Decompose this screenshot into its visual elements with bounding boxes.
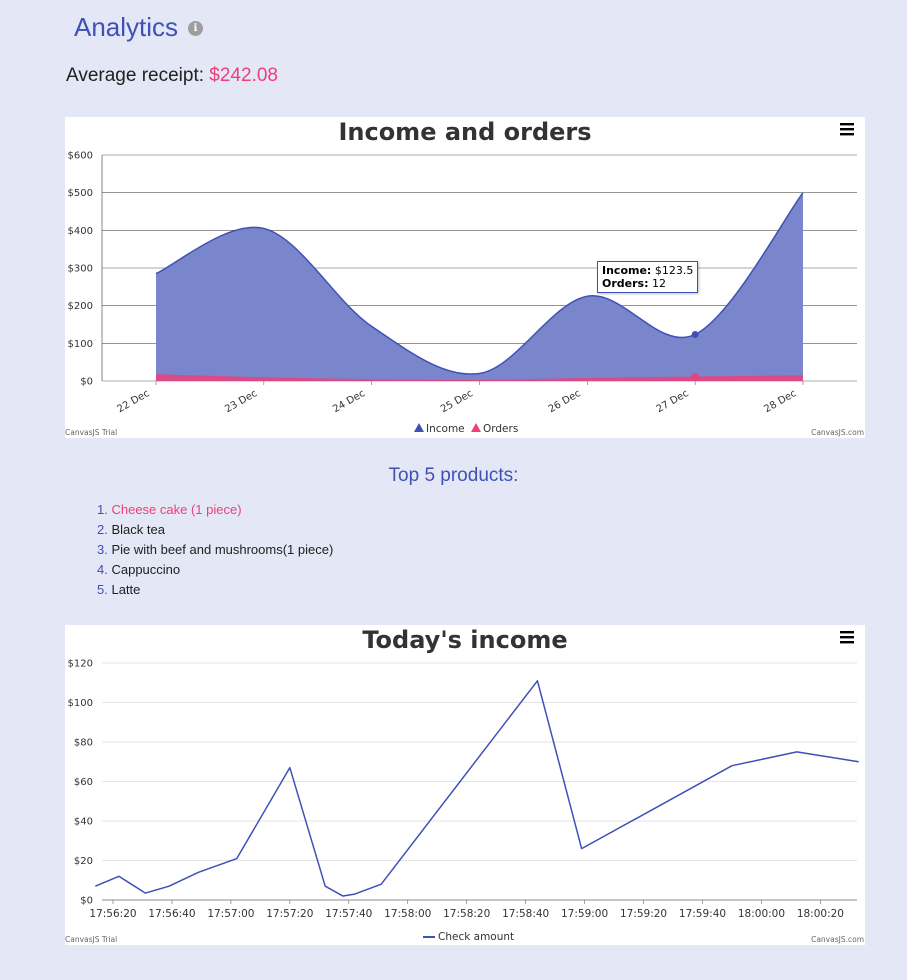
y-tick-label: $20 xyxy=(74,856,93,867)
y-tick-label: $100 xyxy=(68,698,93,709)
y-tick-label: $300 xyxy=(68,264,93,275)
legend-income-label: Income xyxy=(426,423,465,435)
chart-title: Income and orders xyxy=(338,118,591,146)
y-tick-label: $80 xyxy=(74,738,93,749)
product-number: 3. xyxy=(97,542,108,557)
legend-orders-marker xyxy=(471,423,481,432)
income-area xyxy=(156,193,803,381)
y-tick-label: $100 xyxy=(68,339,93,350)
x-tick-label: 24 Dec xyxy=(331,388,367,415)
tooltip-orders-label: Orders: xyxy=(602,277,648,290)
credit-left: CanvasJS Trial xyxy=(65,935,117,944)
credit-right: CanvasJS.com xyxy=(811,935,864,944)
y-tick-label: $120 xyxy=(68,659,93,670)
chart-tooltip: Income: $123.5 Orders: 12 xyxy=(597,261,698,293)
y-tick-label: $200 xyxy=(68,301,93,312)
x-tick-label: 18:00:00 xyxy=(738,908,785,920)
product-number: 2. xyxy=(97,522,108,537)
credit-left: CanvasJS Trial xyxy=(65,428,117,437)
x-tick-label: 17:57:00 xyxy=(207,908,254,920)
product-name: Black tea xyxy=(111,522,164,537)
orders-marker xyxy=(692,373,699,380)
x-tick-label: 17:56:40 xyxy=(148,908,195,920)
hamburger-line xyxy=(840,133,854,135)
product-item[interactable]: 4. Cappuccino xyxy=(97,560,333,580)
top-products-list: 1. Cheese cake (1 piece) 2. Black tea 3.… xyxy=(97,500,333,600)
product-number: 4. xyxy=(97,562,108,577)
y-tick-label: $60 xyxy=(74,777,93,788)
hamburger-line xyxy=(840,123,854,125)
product-name: Latte xyxy=(111,582,140,597)
x-tick-label: 17:57:40 xyxy=(325,908,372,920)
header: Analytics i xyxy=(74,12,203,43)
average-receipt: Average receipt: $242.08 xyxy=(66,65,278,87)
y-tick-label: $500 xyxy=(68,188,93,199)
product-item[interactable]: 3. Pie with beef and mushrooms(1 piece) xyxy=(97,540,333,560)
credit-right: CanvasJS.com xyxy=(811,428,864,437)
income-orders-chart: Income and orders $0 $100 $200 $300 $400 $500 $… xyxy=(65,117,865,438)
page-title: Analytics xyxy=(74,12,178,43)
product-item[interactable]: 2. Black tea xyxy=(97,520,333,540)
chart-title: Today's income xyxy=(362,626,567,654)
x-tick-label: 17:57:20 xyxy=(266,908,313,920)
x-tick-label: 27 Dec xyxy=(655,388,691,415)
product-item[interactable]: 5. Latte xyxy=(97,580,333,600)
legend-check-amount-label: Check amount xyxy=(438,931,514,943)
todays-income-chart: Today's income $0 $20 $40 $60 $80 $100 $120 17:5… xyxy=(65,625,865,945)
y-tick-label: $0 xyxy=(80,896,93,907)
tooltip-income-label: Income: xyxy=(602,264,651,277)
product-name: Pie with beef and mushrooms(1 piece) xyxy=(111,542,333,557)
hamburger-line xyxy=(840,128,854,130)
x-tick-label: 25 Dec xyxy=(439,388,475,415)
y-tick-label: $0 xyxy=(80,377,93,388)
legend-income-marker xyxy=(414,423,424,432)
x-tick-label: 17:59:20 xyxy=(620,908,667,920)
hamburger-line xyxy=(840,631,854,633)
x-tick-label: 17:59:40 xyxy=(679,908,726,920)
x-tick-label: 28 Dec xyxy=(762,388,798,415)
x-tick-label: 17:58:40 xyxy=(502,908,549,920)
average-receipt-label: Average receipt: xyxy=(66,65,209,86)
hamburger-menu-icon[interactable] xyxy=(840,631,854,643)
hamburger-menu-icon[interactable] xyxy=(840,123,854,135)
product-name: Cappuccino xyxy=(111,562,180,577)
x-tick-label: 18:00:20 xyxy=(797,908,844,920)
product-number: 5. xyxy=(97,582,108,597)
x-tick-label: 26 Dec xyxy=(547,388,583,415)
hamburger-line xyxy=(840,636,854,638)
x-tick-label: 22 Dec xyxy=(115,388,151,415)
y-tick-label: $40 xyxy=(74,817,93,828)
tooltip-income-value: $123.5 xyxy=(655,264,694,277)
tooltip-orders-value: 12 xyxy=(652,277,666,290)
x-tick-label: 17:59:00 xyxy=(561,908,608,920)
income-marker xyxy=(692,331,699,338)
x-tick-label: 17:58:20 xyxy=(443,908,490,920)
product-number: 1. xyxy=(97,502,108,517)
info-icon[interactable]: i xyxy=(188,21,203,36)
x-tick-label: 17:58:00 xyxy=(384,908,431,920)
top-products-title: Top 5 products: xyxy=(0,465,907,487)
todays-income-chart-svg: Today's income $0 $20 $40 $60 $80 $100 $120 17:5… xyxy=(65,625,865,945)
product-name: Cheese cake (1 piece) xyxy=(111,502,241,517)
y-tick-label: $600 xyxy=(68,151,93,162)
average-receipt-value: $242.08 xyxy=(209,65,278,86)
x-tick-label: 17:56:20 xyxy=(89,908,136,920)
x-tick-label: 23 Dec xyxy=(223,388,259,415)
hamburger-line xyxy=(840,641,854,643)
legend-orders-label: Orders xyxy=(483,423,518,435)
income-orders-chart-svg: Income and orders $0 $100 $200 $300 $400 $500 $… xyxy=(65,117,865,438)
product-item[interactable]: 1. Cheese cake (1 piece) xyxy=(97,500,333,520)
y-tick-label: $400 xyxy=(68,226,93,237)
check-amount-line xyxy=(95,681,858,896)
